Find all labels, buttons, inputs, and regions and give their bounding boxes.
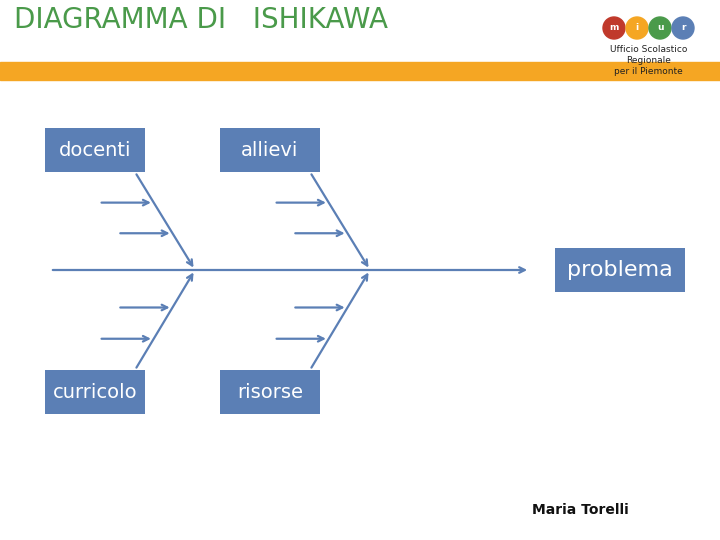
Bar (0, 0, 720, 68)
Text: risorse: risorse (237, 382, 303, 402)
Text: u: u (657, 24, 663, 32)
Bar (0, 62, 720, 80)
FancyBboxPatch shape (220, 370, 320, 414)
Circle shape (626, 17, 648, 39)
Circle shape (603, 17, 625, 39)
Text: docenti: docenti (59, 140, 131, 159)
FancyBboxPatch shape (220, 128, 320, 172)
Text: curricolo: curricolo (53, 382, 138, 402)
FancyBboxPatch shape (45, 128, 145, 172)
Circle shape (649, 17, 671, 39)
FancyBboxPatch shape (45, 370, 145, 414)
Circle shape (672, 17, 694, 39)
Text: Maria Torelli: Maria Torelli (531, 503, 629, 517)
Text: Ufficio Scolastico
Regionale
per il Piemonte: Ufficio Scolastico Regionale per il Piem… (610, 45, 687, 76)
Text: allievi: allievi (241, 140, 299, 159)
Text: i: i (636, 24, 639, 32)
Text: m: m (609, 24, 618, 32)
Text: DIAGRAMMA DI   ISHIKAWA: DIAGRAMMA DI ISHIKAWA (14, 6, 388, 34)
Text: problema: problema (567, 260, 673, 280)
FancyBboxPatch shape (555, 248, 685, 292)
Text: r: r (680, 24, 685, 32)
